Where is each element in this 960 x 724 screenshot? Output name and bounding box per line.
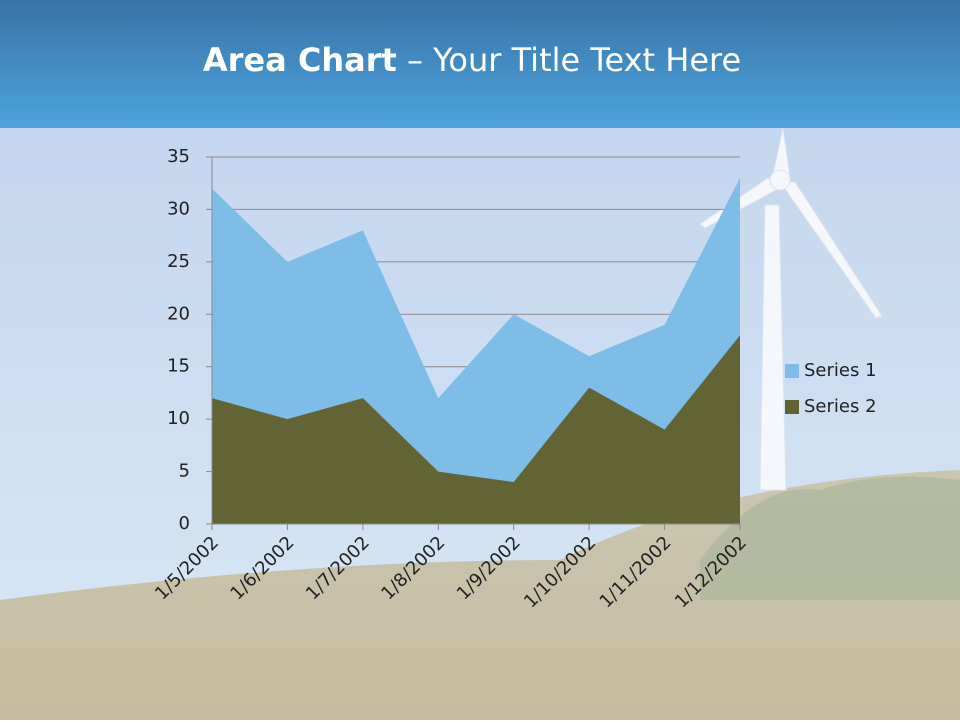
y-tick-label: 0 [179, 513, 190, 534]
area [212, 335, 740, 524]
y-tick-label: 15 [167, 356, 190, 377]
y-tick-label: 5 [179, 461, 190, 482]
y-tick-label: 25 [167, 251, 190, 272]
field [0, 470, 960, 720]
title-band [0, 0, 960, 128]
trees [700, 476, 960, 600]
legend-swatch [785, 364, 799, 378]
y-tick-label: 20 [167, 303, 190, 324]
y-tick-label: 10 [167, 408, 190, 429]
y-tick-label: 35 [167, 146, 190, 167]
legend-swatch [785, 400, 799, 414]
y-tick-label: 30 [167, 198, 190, 219]
legend-label: Series 1 [804, 360, 877, 381]
title-bold: Area Chart [203, 41, 397, 79]
slide-title: Area Chart – Your Title Text Here [203, 41, 741, 79]
title-rest: – Your Title Text Here [407, 41, 741, 79]
legend-label: Series 2 [804, 396, 877, 417]
